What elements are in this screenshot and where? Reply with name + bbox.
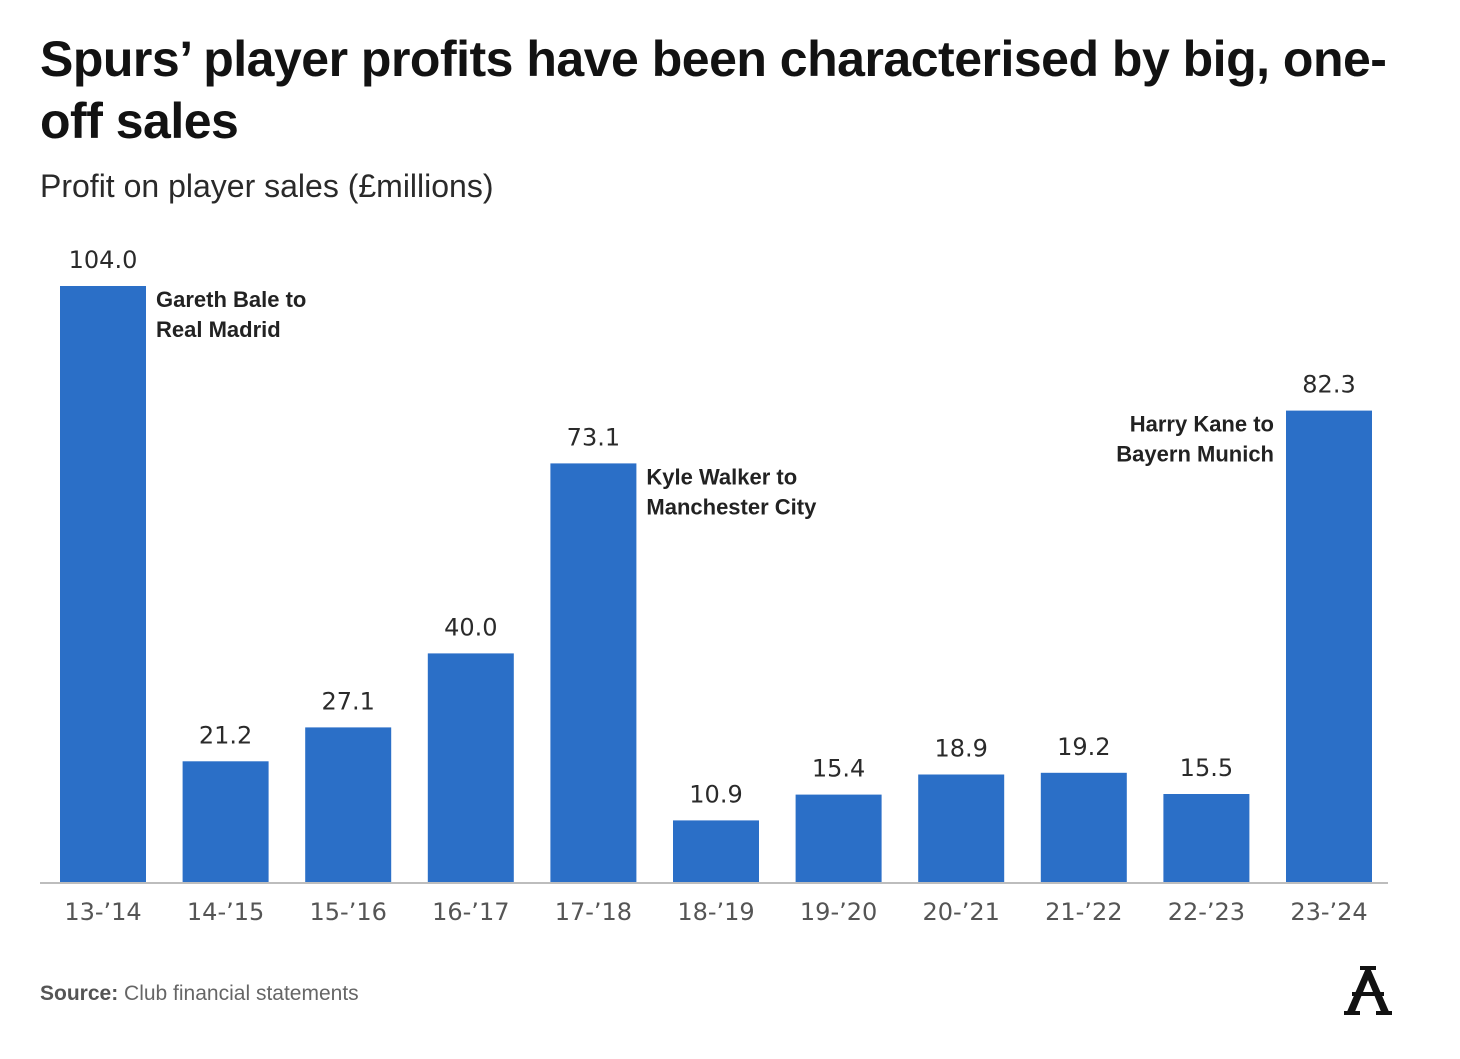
annotation-0: Gareth Bale to Real Madrid [156, 287, 306, 342]
x-tick-label-10: 23-’24 [1290, 898, 1367, 926]
annotation-2: Harry Kane to Bayern Munich [1116, 412, 1274, 467]
x-tick-label-9: 22-’23 [1168, 898, 1245, 926]
bar-2 [305, 727, 392, 883]
bar-3 [427, 653, 514, 883]
value-label-2: 27.1 [321, 687, 374, 715]
x-tick-label-6: 19-’20 [800, 898, 877, 926]
source-text: Club financial statements [124, 982, 359, 1005]
bar-9 [1163, 794, 1250, 883]
annotation-2-line-1: Bayern Munich [1116, 442, 1274, 467]
value-label-7: 18.9 [934, 735, 987, 763]
value-label-8: 19.2 [1057, 733, 1110, 761]
x-tick-label-1: 14-’15 [187, 898, 264, 926]
value-label-10: 82.3 [1302, 371, 1355, 399]
x-tick-labels-layer: 13-’14 14-’15 15-’16 16-’17 17-’18 18-’19 19-’… [64, 898, 1367, 926]
x-tick-label-8: 21-’22 [1045, 898, 1122, 926]
bar-0 [60, 286, 146, 883]
source-label: Source: [40, 982, 119, 1005]
value-labels-layer: 104.0 21.2 27.1 40.0 73.1 10.9 15.4 18.9 19.2 15.… [69, 246, 1356, 808]
source-note: Source: Club financial statements [40, 982, 359, 1006]
value-label-9: 15.5 [1180, 754, 1233, 782]
bar-1 [182, 761, 269, 883]
annotation-2-line-0: Harry Kane to [1130, 412, 1274, 437]
value-label-0: 104.0 [69, 246, 138, 274]
value-label-4: 73.1 [567, 423, 620, 451]
bar-10 [1286, 410, 1372, 883]
annotations-layer: Gareth Bale to Real Madrid Kyle Walker to M… [156, 287, 1274, 519]
x-tick-label-7: 20-’21 [923, 898, 1000, 926]
x-tick-label-0: 13-’14 [64, 898, 141, 926]
value-label-5: 10.9 [689, 780, 742, 808]
value-label-6: 15.4 [812, 755, 865, 783]
athletic-logo-icon [1344, 966, 1392, 1015]
x-tick-label-4: 17-’18 [555, 898, 632, 926]
x-tick-label-2: 15-’16 [310, 898, 387, 926]
value-label-1: 21.2 [199, 721, 252, 749]
bar-chart: 104.0 21.2 27.1 40.0 73.1 10.9 15.4 18.9 19.2 15.… [40, 246, 1388, 926]
x-tick-label-3: 16-’17 [432, 898, 509, 926]
annotation-0-line-1: Real Madrid [156, 317, 281, 342]
bars-layer [60, 286, 1372, 883]
annotation-1: Kyle Walker to Manchester City [646, 464, 817, 519]
bar-4 [550, 463, 637, 883]
x-tick-label-5: 18-’19 [677, 898, 754, 926]
chart-subtitle: Profit on player sales (£millions) [40, 168, 494, 204]
bar-7 [918, 774, 1005, 883]
value-label-3: 40.0 [444, 613, 497, 641]
annotation-1-line-1: Manchester City [646, 494, 817, 519]
annotation-1-line-0: Kyle Walker to [646, 464, 797, 489]
bar-8 [1040, 772, 1127, 883]
bar-5 [673, 820, 759, 883]
bar-6 [795, 794, 882, 883]
chart-title: Spurs’ player profits have been characte… [40, 31, 1387, 149]
annotation-0-line-0: Gareth Bale to [156, 287, 306, 312]
